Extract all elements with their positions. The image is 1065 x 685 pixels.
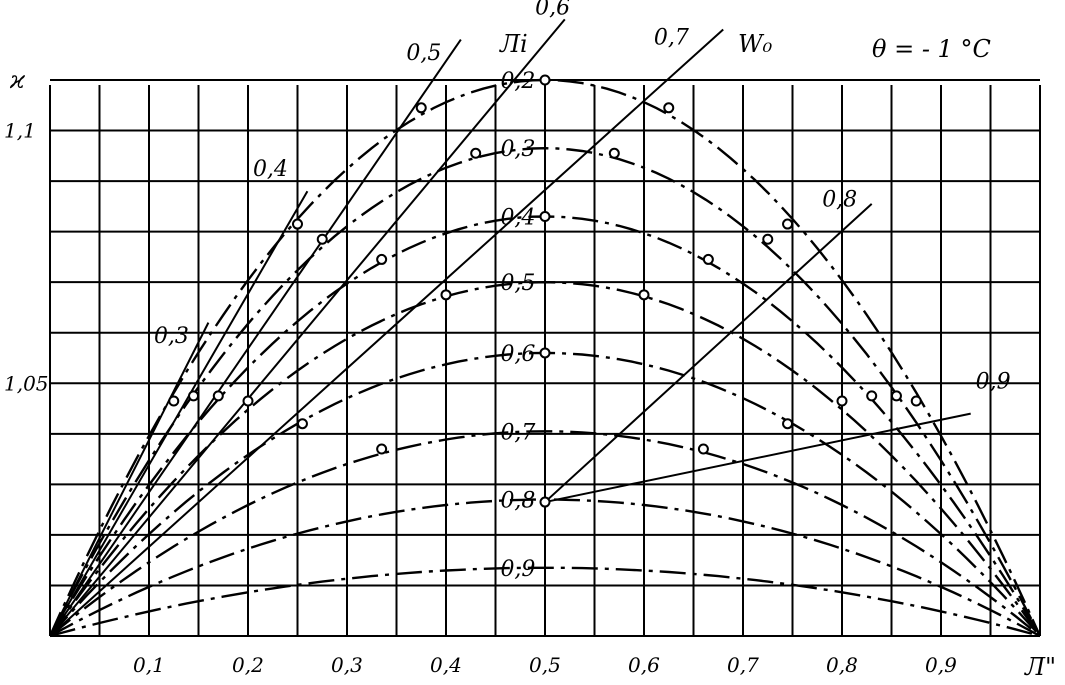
marker-point: [316, 233, 328, 245]
x-tick-label: 0,9: [925, 653, 957, 677]
straight-lines: 0,6 0,7 0,8 0,9: [49, 0, 1011, 637]
ridge-line: [49, 190, 309, 637]
marker-point: [292, 218, 303, 230]
straight-line: [49, 18, 566, 637]
marker-point: [212, 390, 224, 402]
marker-point: [376, 443, 388, 455]
marker-point: [866, 390, 878, 402]
straight-line-label: 0,9: [976, 369, 1011, 394]
straight-line-label: 0,8: [822, 187, 857, 212]
dashed-curve-label: 0,9: [500, 557, 535, 582]
marker-point: [440, 289, 452, 301]
x-tick-label: 0,3: [331, 653, 363, 677]
straight-line: [544, 203, 873, 503]
dashed-curve-label: 0,5: [500, 271, 535, 296]
left-ridge-lines: 0,3 0,4 0,5: [49, 38, 462, 637]
y-tick-label: 1,1: [4, 119, 36, 143]
family-label: Лi: [499, 30, 528, 58]
dashed-curve: [48, 146, 1042, 637]
x-tick-label: 0,5: [529, 653, 561, 677]
marker-point: [168, 395, 180, 407]
marker-point: [608, 147, 620, 159]
w0-label: W₀: [738, 30, 773, 58]
dashed-curve: [49, 430, 1041, 637]
y-axis-label: ϰ: [9, 66, 26, 94]
marker-point: [910, 395, 922, 407]
dashed-curve-label: 0,7: [500, 420, 535, 445]
marker-point: [762, 233, 774, 245]
ridge-line: [49, 38, 462, 637]
dashed-curve: [48, 78, 1042, 637]
ridge-line: [49, 322, 210, 637]
straight-line: [544, 412, 971, 504]
marker-point: [638, 289, 650, 301]
labels: θ = - 1 °C ϰ Л" Лi W₀: [9, 30, 1056, 681]
marker-point: [702, 253, 714, 265]
markers: [168, 74, 922, 508]
ridge-line-label: 0,5: [406, 41, 441, 66]
ridge-line-label: 0,3: [154, 324, 189, 349]
marker-point: [415, 102, 427, 114]
marker-point: [539, 347, 551, 359]
dashed-curve-label: 0,4: [500, 205, 535, 230]
dashed-curve-label: 0,6: [500, 342, 535, 367]
straight-line-label: 0,6: [535, 0, 570, 20]
dashed-curve: [49, 280, 1041, 637]
x-axis-label: Л": [1024, 653, 1056, 681]
marker-point: [539, 496, 551, 508]
tick-labels: 0,1 0,2 0,3 0,4 0,5 0,6 0,7 0,8 0,9 1,05 1,1: [4, 119, 957, 677]
x-tick-label: 0,6: [628, 653, 660, 677]
marker-point: [663, 102, 675, 114]
marker-point: [782, 218, 794, 230]
marker-point: [539, 210, 551, 222]
marker-point: [539, 74, 551, 86]
y-tick-label: 1,05: [4, 371, 49, 395]
marker-point: [697, 443, 709, 455]
dashed-curve-label: 0,3: [500, 137, 535, 162]
grid: [49, 79, 1041, 637]
x-tick-label: 0,1: [133, 653, 165, 677]
marker-point: [296, 418, 308, 430]
marker-point: [188, 390, 200, 402]
x-tick-label: 0,7: [727, 653, 759, 677]
ridge-line-label: 0,4: [253, 157, 288, 182]
straight-line: [49, 28, 724, 637]
x-tick-label: 0,4: [430, 653, 462, 677]
straight-line-label: 0,7: [654, 26, 689, 51]
marker-point: [376, 253, 388, 265]
dashed-curve-label: 0,8: [500, 489, 535, 514]
marker-point: [782, 418, 794, 430]
marker-point: [836, 395, 848, 407]
dashed-curve: [49, 566, 1041, 638]
x-tick-label: 0,8: [826, 653, 858, 677]
marker-point: [470, 147, 482, 159]
marker-point: [242, 395, 254, 407]
x-tick-label: 0,2: [232, 653, 264, 677]
marker-point: [890, 390, 902, 402]
chart-title: θ = - 1 °C: [872, 35, 991, 63]
